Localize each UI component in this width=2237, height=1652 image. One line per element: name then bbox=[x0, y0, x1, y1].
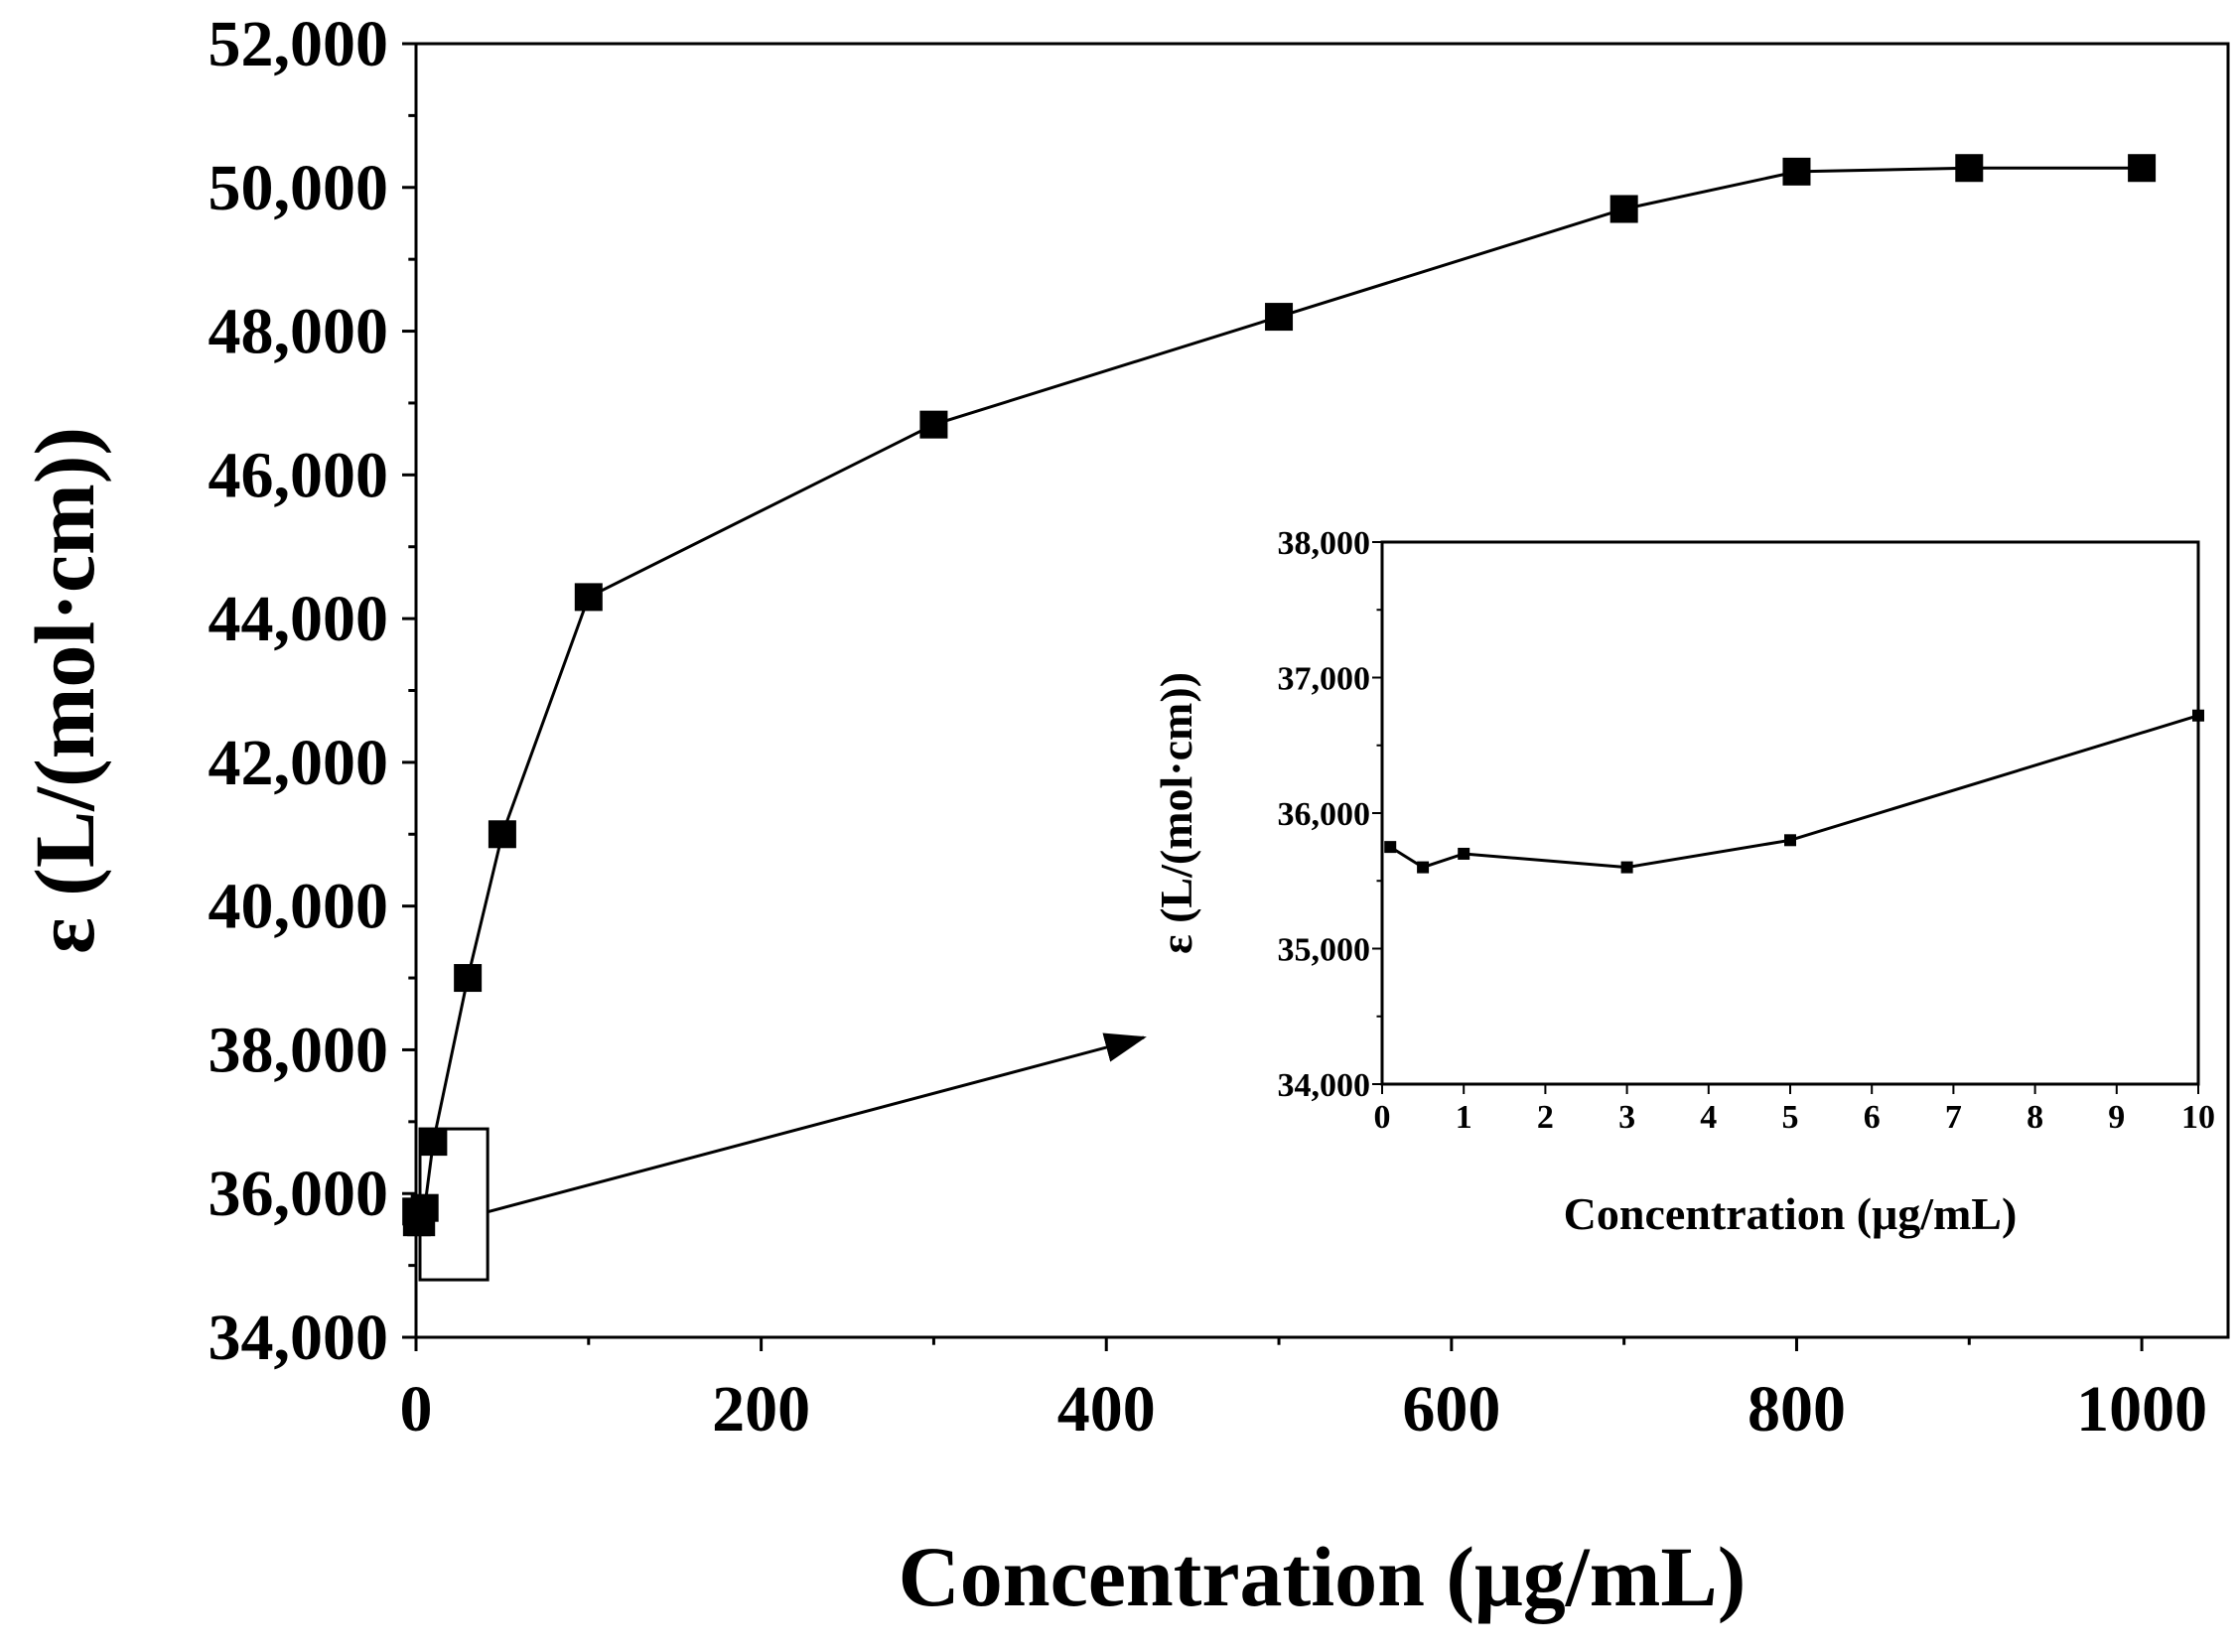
inset-data-point bbox=[1620, 861, 1633, 874]
main-y-tick-label: 44,000 bbox=[209, 583, 389, 655]
inset-data-point bbox=[1784, 834, 1796, 847]
inset-x-tick-label: 9 bbox=[2108, 1099, 2125, 1136]
inset-x-tick-label: 6 bbox=[1864, 1099, 1881, 1136]
main-data-point bbox=[410, 1193, 439, 1222]
annotation-layer bbox=[418, 1032, 1147, 1282]
inset-x-tick-label: 8 bbox=[2027, 1099, 2043, 1136]
main-data-point bbox=[1782, 157, 1811, 186]
main-x-tick-label: 400 bbox=[1057, 1373, 1156, 1446]
inset-x-axis-label: Concentration (μg/mL) bbox=[1564, 1188, 2018, 1239]
inset-y-tick-label: 35,000 bbox=[1278, 932, 1371, 969]
main-data-point bbox=[488, 820, 516, 849]
main-x-tick-label: 600 bbox=[1402, 1373, 1500, 1446]
main-data-point bbox=[419, 1128, 448, 1157]
main-x-tick-label: 0 bbox=[400, 1373, 433, 1446]
main-y-tick-label: 52,000 bbox=[209, 8, 389, 80]
inset-y-axis-label: ε (L/(mol·cm)) bbox=[1151, 672, 1201, 954]
inset-y-tick-label: 34,000 bbox=[1278, 1067, 1371, 1104]
main-y-tick-label: 40,000 bbox=[209, 871, 389, 943]
inset-x-tick-label: 7 bbox=[1945, 1099, 1962, 1136]
main-data-point bbox=[1609, 195, 1638, 223]
main-data-point bbox=[1955, 154, 1984, 183]
main-data-point bbox=[2128, 154, 2157, 183]
main-y-tick-label: 34,000 bbox=[209, 1302, 389, 1374]
inset-data-point bbox=[1384, 841, 1397, 854]
main-x-tick-label: 200 bbox=[712, 1373, 810, 1446]
inset-plot-frame bbox=[1380, 540, 2200, 1086]
zoom-box bbox=[418, 1127, 489, 1282]
inset-data-point bbox=[2192, 709, 2204, 722]
main-x-tick-label: 800 bbox=[1748, 1373, 1846, 1446]
inset-data-point bbox=[1458, 847, 1470, 860]
inset-y-tick-label: 38,000 bbox=[1278, 525, 1371, 562]
inset-x-tick-label: 1 bbox=[1456, 1099, 1472, 1136]
inset-x-tick-label: 3 bbox=[1618, 1099, 1635, 1136]
inset-y-tick-label: 37,000 bbox=[1278, 661, 1371, 698]
inset-plot: 0 1 2 3 4 5 6 7 8 9 10 34,000 35,000 36,000 37,000 38,0… bbox=[1151, 525, 2215, 1239]
inset-data-point bbox=[1417, 861, 1430, 874]
main-y-tick-label: 46,000 bbox=[209, 439, 389, 511]
main-y-tick-label: 38,000 bbox=[209, 1014, 389, 1086]
inset-x-tick-label: 5 bbox=[1782, 1099, 1799, 1136]
main-data-point bbox=[454, 964, 483, 993]
inset-x-tick-label: 2 bbox=[1537, 1099, 1554, 1136]
inset-x-tick-label: 4 bbox=[1700, 1099, 1717, 1136]
main-y-axis-label: ε (L/(mol·cm)) bbox=[17, 427, 112, 954]
main-x-axis-label: Concentration (μg/mL) bbox=[899, 1529, 1747, 1624]
main-y-tick-label: 48,000 bbox=[209, 296, 389, 368]
main-y-tick-label: 42,000 bbox=[209, 727, 389, 799]
inset-x-tick-label: 0 bbox=[1374, 1099, 1391, 1136]
main-data-point bbox=[919, 410, 948, 439]
main-y-tick-label: 36,000 bbox=[209, 1158, 389, 1230]
main-data-point bbox=[1265, 303, 1294, 332]
zoom-arrow bbox=[487, 1032, 1147, 1214]
main-data-point bbox=[574, 583, 603, 612]
main-x-tick-label: 1000 bbox=[2076, 1373, 2207, 1446]
inset-x-tick-label: 10 bbox=[2181, 1099, 2215, 1136]
inset-y-tick-label: 36,000 bbox=[1278, 796, 1371, 833]
main-y-tick-label: 50,000 bbox=[209, 152, 389, 224]
